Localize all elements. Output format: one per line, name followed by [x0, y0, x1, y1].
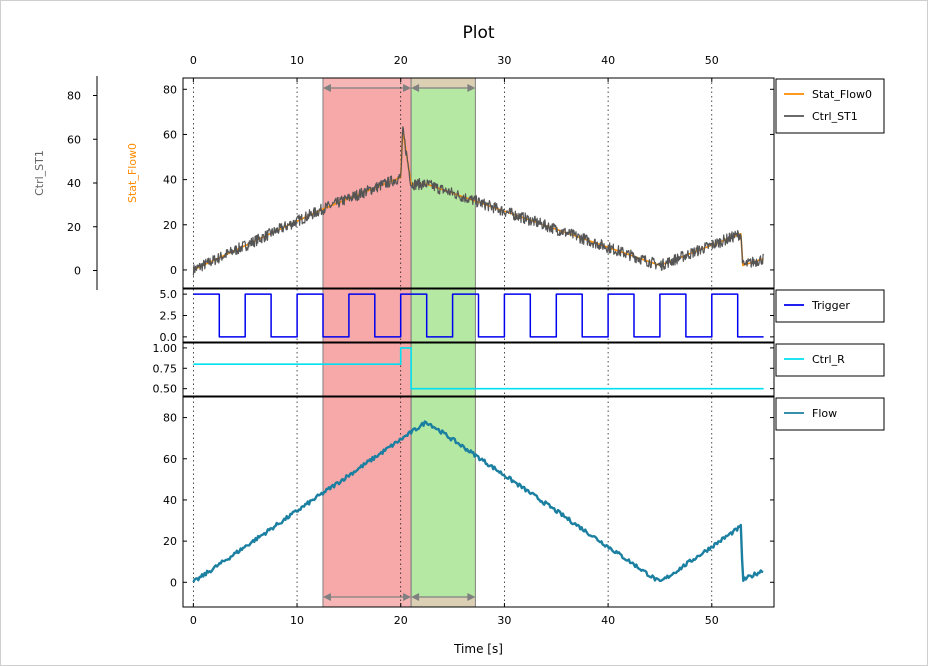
- x-axis-label: Time [s]: [453, 642, 503, 656]
- xtick-label-top-0: 0: [190, 54, 197, 67]
- chart-title: Plot: [462, 23, 494, 43]
- legend-label-flow: Flow: [812, 407, 837, 420]
- region-bottom-band-2: [411, 597, 476, 607]
- legend-box-panel-3: [775, 343, 885, 377]
- series-ctrl-st1-line: [192, 126, 765, 276]
- legend-label-ctrl-r: Ctrl_R: [812, 353, 845, 366]
- legend-box-panel-1: [775, 78, 885, 134]
- ytick-label-panel-2-0: 0.0: [160, 331, 178, 344]
- outer-ytick-label-3: 60: [67, 133, 81, 146]
- legend-box-panel-4: [775, 397, 885, 431]
- xtick-label-top-20: 20: [394, 54, 408, 67]
- xtick-label-bottom-0: 0: [190, 614, 197, 627]
- ytick-label-panel-1-0: 0: [170, 264, 177, 277]
- ytick-label-panel-4-4: 80: [163, 412, 177, 425]
- xtick-label-top-30: 30: [497, 54, 511, 67]
- ylabel-ctrl-st1: Ctrl_ST1: [33, 150, 46, 196]
- legend-label-ctrl-st1: Ctrl_ST1: [812, 110, 858, 123]
- legend-label-trigger: Trigger: [811, 299, 850, 312]
- region-arrow-head-right-1-1: [403, 84, 412, 92]
- ytick-label-panel-4-0: 0: [170, 576, 177, 589]
- xtick-label-top-10: 10: [290, 54, 304, 67]
- xtick-label-top-50: 50: [705, 54, 719, 67]
- series-ctrl-r-line: [193, 347, 764, 390]
- region-top-band-2: [411, 78, 476, 88]
- region-arrow-head-right-2-2: [467, 593, 476, 601]
- xtick-label-bottom-10: 10: [290, 614, 304, 627]
- region-arrow-head-right-1-2: [403, 593, 412, 601]
- ytick-label-panel-1-3: 60: [163, 128, 177, 141]
- ytick-label-panel-1-2: 40: [163, 174, 177, 187]
- xtick-label-bottom-40: 40: [601, 614, 615, 627]
- ytick-label-panel-3-2: 1.00: [153, 342, 178, 355]
- ytick-label-panel-4-3: 60: [163, 453, 177, 466]
- series-trigger-line: [193, 293, 764, 338]
- ytick-label-panel-4-2: 40: [163, 494, 177, 507]
- series-flow-line: [192, 420, 764, 583]
- outer-ytick-label-4: 80: [67, 90, 81, 103]
- outer-ytick-label-0: 0: [74, 265, 81, 278]
- panel-frame-3: [182, 342, 775, 397]
- region-arrow-head-right-2-1: [467, 84, 476, 92]
- legend-box-panel-2: [775, 289, 885, 323]
- region-arrow-head-left-2-1: [411, 84, 420, 92]
- region-arrow-head-left-1-2: [322, 593, 331, 601]
- ylabel-stat-flow0: Stat_Flow0: [126, 143, 139, 203]
- region-arrow-head-left-2-2: [411, 593, 420, 601]
- region-top-band-1: [322, 78, 412, 88]
- ytick-label-panel-2-2: 5.0: [160, 288, 178, 301]
- panel-frame-1: [182, 77, 775, 289]
- xtick-label-bottom-30: 30: [497, 614, 511, 627]
- outer-ytick-label-1: 20: [67, 221, 81, 234]
- outer-ytick-label-2: 40: [67, 177, 81, 190]
- panel-frame-4: [182, 396, 775, 608]
- legend-label-stat-flow0: Stat_Flow0: [812, 88, 872, 101]
- region-arrow-head-left-1-1: [322, 84, 331, 92]
- ytick-label-panel-2-1: 2.5: [160, 310, 178, 323]
- xtick-label-bottom-50: 50: [705, 614, 719, 627]
- xtick-label-bottom-20: 20: [394, 614, 408, 627]
- region-bottom-band-1: [322, 597, 412, 607]
- ytick-label-panel-4-1: 20: [163, 535, 177, 548]
- ytick-label-panel-3-0: 0.50: [153, 383, 178, 396]
- ytick-label-panel-1-1: 20: [163, 219, 177, 232]
- ytick-label-panel-3-1: 0.75: [153, 362, 178, 375]
- xtick-label-top-40: 40: [601, 54, 615, 67]
- ytick-label-panel-1-4: 80: [163, 83, 177, 96]
